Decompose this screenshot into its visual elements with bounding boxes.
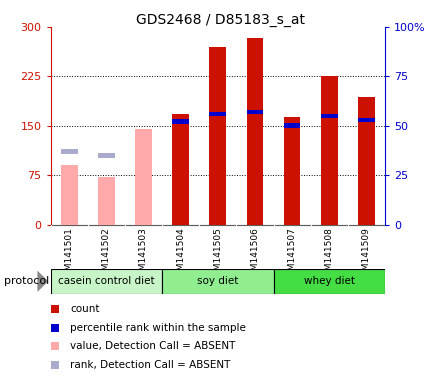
Bar [172,114,189,225]
Bar [321,114,337,118]
Bar [209,46,226,225]
FancyBboxPatch shape [162,269,274,294]
FancyBboxPatch shape [274,269,385,294]
Bar [61,166,77,225]
Bar [172,119,189,124]
Bar [358,98,375,225]
Text: GSM141504: GSM141504 [176,227,185,281]
Text: count: count [70,305,100,314]
Polygon shape [37,271,48,292]
Text: GSM141501: GSM141501 [65,227,73,282]
Text: GSM141502: GSM141502 [102,227,111,281]
Bar [284,123,301,128]
FancyBboxPatch shape [51,269,162,294]
Text: casein control diet: casein control diet [58,276,154,286]
Text: whey diet: whey diet [304,276,355,286]
Bar [321,76,337,225]
Bar [246,38,263,225]
Bar [98,177,115,225]
Text: soy diet: soy diet [197,276,238,286]
Text: GSM141505: GSM141505 [213,227,222,282]
Text: protocol: protocol [4,276,50,286]
Text: percentile rank within the sample: percentile rank within the sample [70,323,246,333]
Text: value, Detection Call = ABSENT: value, Detection Call = ABSENT [70,341,236,351]
Bar [135,129,152,225]
Bar [98,153,115,158]
Text: GSM141507: GSM141507 [288,227,297,282]
Bar [209,112,226,116]
Text: GSM141506: GSM141506 [250,227,260,282]
Text: GSM141509: GSM141509 [362,227,371,282]
Text: GDS2468 / D85183_s_at: GDS2468 / D85183_s_at [136,13,304,27]
Text: GSM141503: GSM141503 [139,227,148,282]
Text: rank, Detection Call = ABSENT: rank, Detection Call = ABSENT [70,360,231,370]
Text: GSM141508: GSM141508 [325,227,334,282]
Bar [358,118,375,122]
Bar [284,117,301,225]
Bar [246,109,263,114]
Bar [61,149,77,154]
